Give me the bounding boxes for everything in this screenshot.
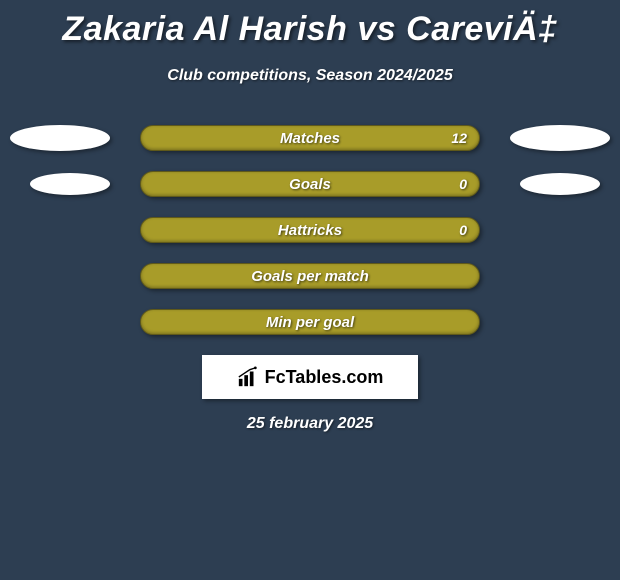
stat-bar-goals-per-match: Goals per match bbox=[140, 263, 480, 289]
stat-row-hattricks: Hattricks 0 bbox=[0, 217, 620, 243]
stat-row-matches: Matches 12 bbox=[0, 125, 620, 151]
right-marker-goals bbox=[520, 173, 600, 195]
branding-box[interactable]: FcTables.com bbox=[202, 355, 418, 399]
stat-value-matches: 12 bbox=[451, 130, 467, 146]
stats-container: Matches 12 Goals 0 Hattricks 0 Goals per… bbox=[0, 125, 620, 335]
stat-label-matches: Matches bbox=[141, 130, 479, 147]
stat-label-goals: Goals bbox=[141, 176, 479, 193]
stat-row-goals: Goals 0 bbox=[0, 171, 620, 197]
left-marker-goals bbox=[30, 173, 110, 195]
stat-bar-min-per-goal: Min per goal bbox=[140, 309, 480, 335]
stat-row-goals-per-match: Goals per match bbox=[0, 263, 620, 289]
stat-value-goals: 0 bbox=[459, 176, 467, 192]
bars-chart-icon bbox=[237, 366, 259, 388]
stat-label-hattricks: Hattricks bbox=[141, 222, 479, 239]
date-label: 25 february 2025 bbox=[0, 415, 620, 433]
page-title: Zakaria Al Harish vs CareviÄ‡ bbox=[0, 0, 620, 49]
right-marker-matches bbox=[510, 125, 610, 151]
stat-row-min-per-goal: Min per goal bbox=[0, 309, 620, 335]
stat-bar-goals: Goals 0 bbox=[140, 171, 480, 197]
stat-label-goals-per-match: Goals per match bbox=[141, 268, 479, 285]
left-marker-matches bbox=[10, 125, 110, 151]
stat-label-min-per-goal: Min per goal bbox=[141, 314, 479, 331]
stat-value-hattricks: 0 bbox=[459, 222, 467, 238]
branding-text: FcTables.com bbox=[265, 367, 384, 388]
stat-bar-hattricks: Hattricks 0 bbox=[140, 217, 480, 243]
stat-bar-matches: Matches 12 bbox=[140, 125, 480, 151]
page-subtitle: Club competitions, Season 2024/2025 bbox=[0, 67, 620, 85]
